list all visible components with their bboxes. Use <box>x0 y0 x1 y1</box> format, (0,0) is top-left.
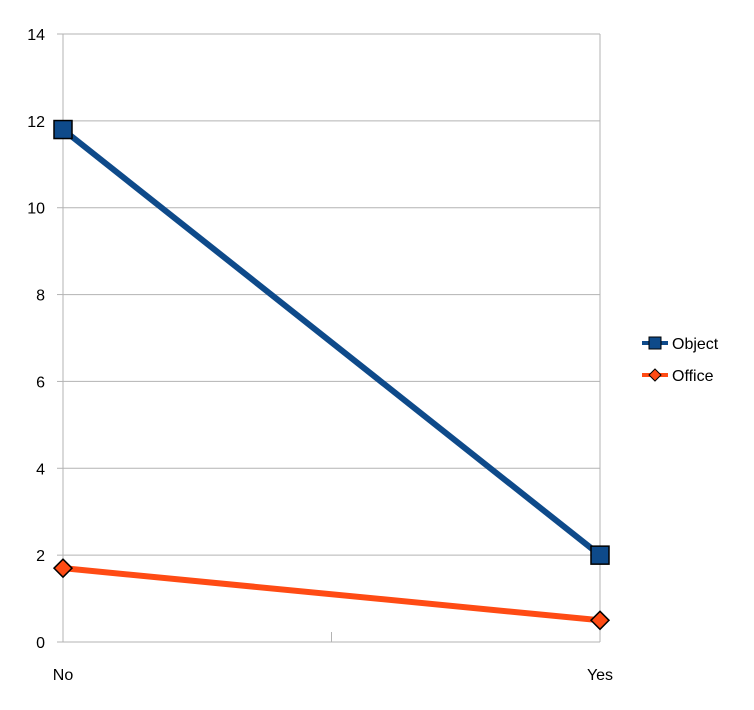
legend-label-object: Object <box>672 336 719 353</box>
series-lines <box>61 127 602 624</box>
series-markers <box>52 119 611 631</box>
y-tick-label: 14 <box>27 27 45 44</box>
y-tick-label: 12 <box>27 114 45 131</box>
legend: Object Office <box>642 336 719 385</box>
axes: 0 2 4 6 8 10 12 14 No Yes <box>27 27 613 684</box>
data-point-object <box>590 545 610 565</box>
legend-label-office: Office <box>672 368 714 385</box>
y-tick-label: 8 <box>36 288 45 305</box>
data-point-office <box>52 558 74 579</box>
y-tick-label: 10 <box>27 201 45 218</box>
series-line-office <box>62 565 601 624</box>
y-tick-label: 0 <box>36 635 45 652</box>
data-point-office <box>589 610 611 631</box>
y-tick-label: 4 <box>36 461 45 478</box>
legend-marker-object <box>648 336 662 350</box>
x-tick-label: Yes <box>587 667 613 684</box>
legend-marker-office <box>648 368 662 382</box>
gridlines <box>63 33 601 642</box>
y-tick-label: 2 <box>36 548 45 565</box>
data-point-object <box>53 119 73 140</box>
y-tick-label: 6 <box>36 374 45 391</box>
series-line-object <box>61 127 602 558</box>
x-tick-label: No <box>53 667 74 684</box>
